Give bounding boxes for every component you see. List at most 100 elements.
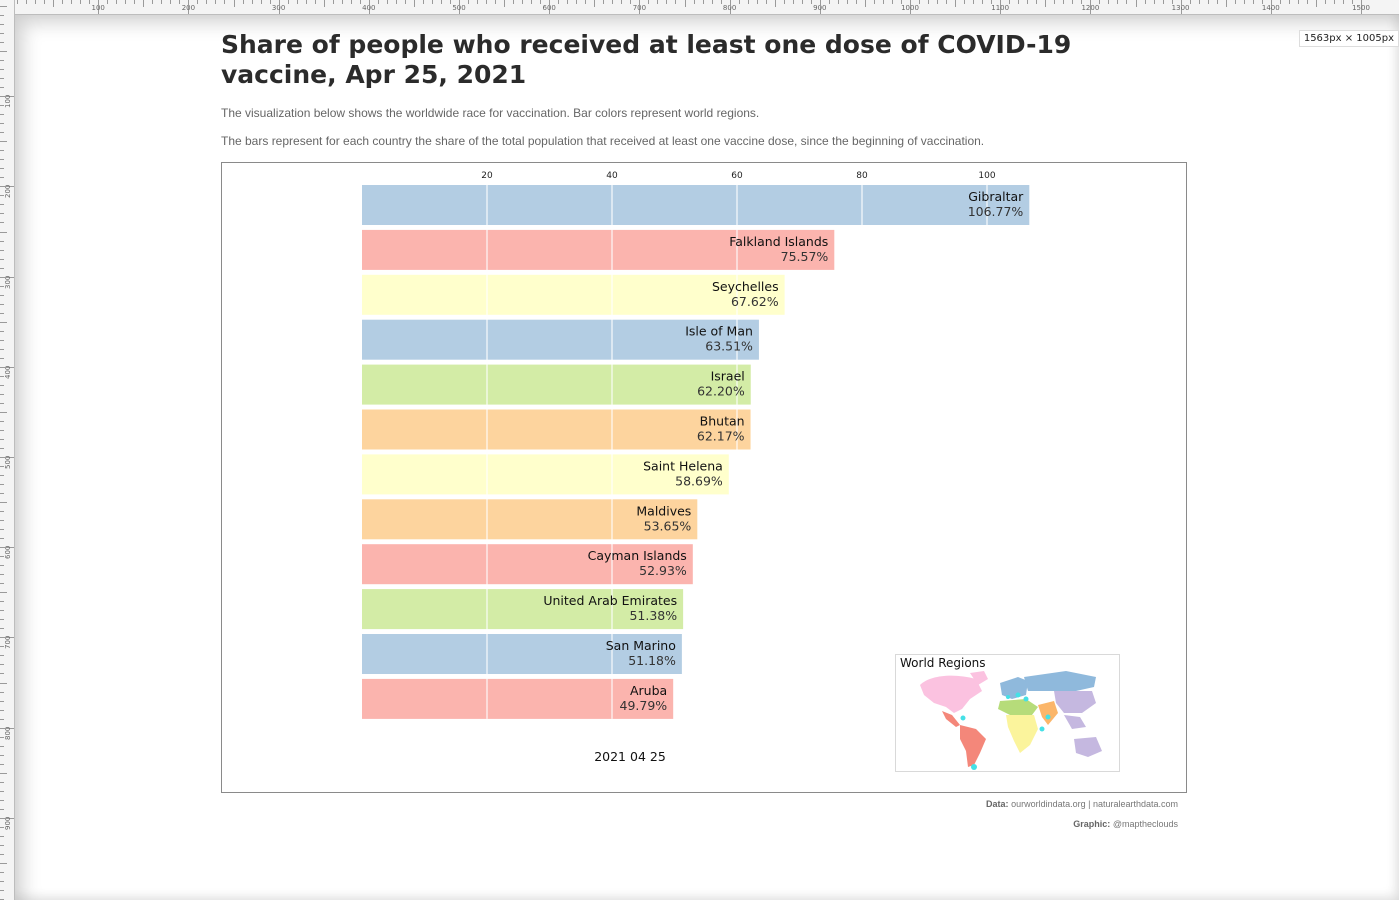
top-ruler: 100 200 300 400 500 600 700 800 900 1000 1100 1200 1… (0, 0, 1399, 15)
ruler-minor-tick (0, 114, 4, 116)
ruler-minor-tick (0, 574, 4, 576)
ruler-minor-tick (0, 646, 4, 648)
ruler-minor-tick (17, 0, 19, 4)
ruler-minor-tick (801, 0, 803, 4)
ruler-minor-tick (468, 0, 470, 4)
ruler-minor-tick (702, 0, 704, 4)
ruler-minor-tick (0, 294, 4, 296)
ruler-minor-tick (170, 0, 172, 4)
ruler-minor-tick (0, 700, 4, 702)
ruler-minor-tick (919, 0, 921, 4)
data-credit-label: Data: (986, 799, 1009, 809)
ruler-minor-tick (431, 0, 433, 4)
ruler-minor-tick (0, 87, 4, 89)
ruler-minor-tick (0, 484, 4, 486)
ruler-tick (910, 0, 911, 14)
ruler-minor-tick (0, 267, 4, 269)
ruler-minor-tick (937, 0, 939, 4)
ruler-minor-tick (864, 0, 866, 7)
ruler-label: 1300 (1171, 4, 1190, 12)
ruler-minor-tick (1270, 0, 1272, 7)
ruler-minor-tick (0, 303, 4, 305)
ruler-minor-tick (1216, 0, 1218, 4)
ruler-minor-tick (0, 438, 4, 440)
ruler-minor-tick (0, 592, 7, 594)
ruler-minor-tick (1054, 0, 1056, 4)
ruler-minor-tick (0, 682, 7, 684)
subtitle-regions: The visualization below shows the worldw… (221, 106, 760, 120)
ruler-minor-tick (1135, 0, 1137, 7)
ruler-minor-tick (0, 502, 7, 504)
ruler-minor-tick (0, 457, 7, 458)
value-label: 106.77% (968, 204, 1024, 219)
ruler-minor-tick (0, 664, 4, 666)
ruler-minor-tick (648, 0, 650, 4)
ruler-minor-tick (1009, 0, 1011, 4)
ruler-minor-tick (0, 186, 7, 188)
ruler-tick (0, 637, 14, 639)
ruler-minor-tick (0, 844, 4, 846)
ruler-minor-tick (0, 889, 4, 891)
ruler-minor-tick (0, 511, 4, 513)
x-tick-label: 40 (606, 171, 618, 181)
ruler-minor-tick (0, 411, 7, 413)
ruler-minor-tick (1279, 0, 1281, 4)
ruler-minor-tick (0, 321, 7, 323)
ruler-minor-tick (855, 0, 857, 4)
ruler-minor-tick (576, 0, 578, 4)
ruler-minor-tick (350, 0, 352, 4)
ruler-minor-tick (0, 195, 4, 197)
ruler-minor-tick (260, 0, 262, 4)
bar (362, 319, 759, 360)
ruler-tick (1361, 0, 1362, 14)
ruler-minor-tick (1198, 0, 1200, 4)
ruler-minor-tick (0, 447, 4, 449)
ruler-minor-tick (0, 330, 4, 332)
ruler-minor-tick (612, 0, 614, 4)
value-label: 62.20% (697, 384, 745, 399)
ruler-minor-tick (0, 718, 4, 720)
ruler-minor-tick (0, 799, 4, 801)
ruler-minor-tick (242, 0, 244, 4)
ruler-minor-tick (35, 0, 37, 4)
ruler-minor-tick (1027, 0, 1029, 4)
ruler-minor-tick (1189, 0, 1191, 4)
ruler-tick (278, 0, 280, 14)
ruler-minor-tick (910, 0, 911, 7)
bar (362, 409, 751, 450)
ruler-label: 800 (722, 4, 737, 12)
ruler-minor-tick (233, 0, 235, 7)
ruler-minor-tick (882, 0, 884, 4)
ruler-minor-tick (540, 0, 542, 4)
ruler-label: 200 (181, 4, 196, 12)
country-label: Saint Helena (643, 458, 723, 473)
ruler-minor-tick (0, 312, 4, 314)
ruler-minor-tick (819, 0, 821, 7)
ruler-tick (98, 0, 100, 14)
ruler-minor-tick (0, 583, 4, 585)
ruler-minor-tick (107, 0, 109, 4)
ruler-minor-tick (0, 402, 4, 404)
ruler-minor-tick (0, 42, 4, 44)
subtitle-description: The bars represent for each country the … (221, 134, 985, 148)
ruler-minor-tick (738, 0, 740, 4)
ruler-tick (368, 0, 370, 14)
ruler-minor-tick (1288, 0, 1290, 4)
ruler-minor-tick (197, 0, 199, 4)
country-label: Gibraltar (968, 189, 1024, 204)
ruler-minor-tick (341, 0, 343, 4)
ruler-minor-tick (1126, 0, 1128, 4)
ruler-tick (0, 547, 14, 549)
ruler-minor-tick (531, 0, 533, 4)
ruler-minor-tick (0, 420, 4, 422)
ruler-minor-tick (1180, 0, 1182, 7)
ruler-minor-tick (323, 0, 325, 7)
ruler-minor-tick (26, 0, 28, 4)
country-label: Maldives (636, 503, 691, 518)
ruler-minor-tick (657, 0, 659, 4)
value-label: 51.38% (629, 608, 677, 623)
ruler-minor-tick (0, 78, 4, 80)
ruler-minor-tick (0, 276, 7, 278)
ruler-minor-tick (900, 0, 902, 4)
world-regions-legend: World Regions (895, 654, 1120, 772)
